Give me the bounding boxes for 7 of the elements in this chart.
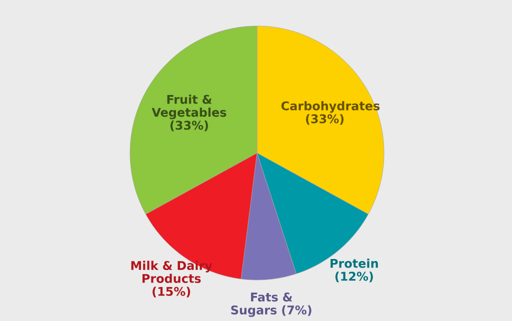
- data-label: (33%): [170, 120, 208, 132]
- data-label: (33%): [306, 114, 344, 125]
- data-label: (7%): [282, 305, 312, 316]
- data-label: (15%): [152, 286, 190, 298]
- slice-label: Fruit & Vegetables: [152, 94, 226, 120]
- slice-label: Protein: [330, 258, 378, 268]
- data-label: (12%): [335, 272, 373, 282]
